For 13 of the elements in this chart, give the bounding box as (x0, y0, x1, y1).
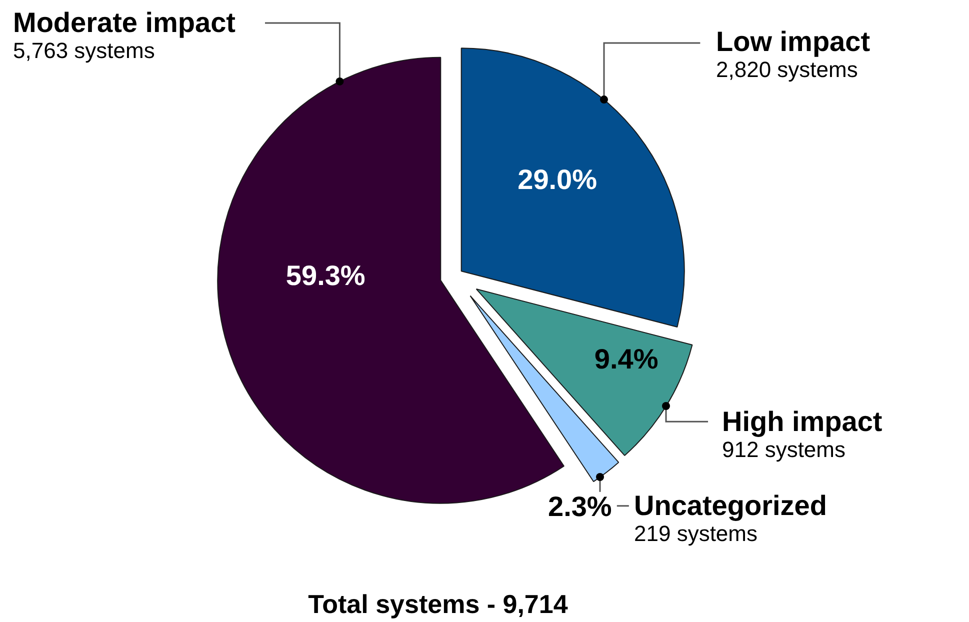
slice-label: High impact (722, 406, 882, 437)
slice-label: Low impact (716, 26, 870, 57)
text: 2.3% (548, 491, 612, 522)
text: 9.4% (594, 344, 658, 375)
slice-label: Moderate impact (13, 7, 236, 38)
text: 59.3% (286, 260, 366, 292)
data-label: 219 systems (634, 521, 758, 548)
text: Total systems - 9,714 (308, 589, 568, 619)
slice-label: Uncategorized (634, 490, 827, 521)
data-label: 5,763 systems (13, 38, 155, 65)
data-label: 912 systems (722, 437, 846, 464)
text: 29.0% (518, 164, 598, 195)
data-label: 2,820 systems (716, 57, 858, 84)
